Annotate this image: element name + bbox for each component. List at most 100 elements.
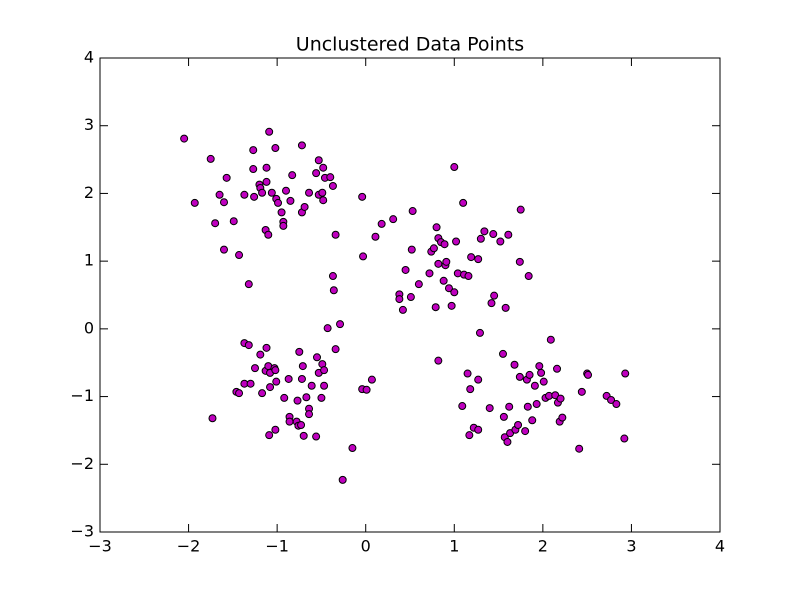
point (521, 427, 530, 436)
point (432, 223, 441, 232)
point (528, 416, 537, 425)
point (284, 374, 293, 383)
point (251, 364, 259, 373)
point (452, 237, 461, 246)
point (450, 288, 459, 297)
point (395, 295, 404, 304)
point (362, 385, 371, 394)
point (235, 251, 244, 260)
x-tick-label: 3 (626, 537, 636, 556)
point (262, 343, 271, 352)
point (377, 219, 386, 228)
point (329, 286, 338, 295)
point (323, 324, 332, 333)
point (489, 230, 498, 239)
point (297, 141, 306, 150)
point (288, 171, 297, 180)
point (525, 370, 534, 379)
point (206, 154, 215, 163)
y-tick-label: 3 (84, 115, 94, 134)
point (262, 163, 271, 172)
point (222, 173, 231, 182)
point (371, 232, 380, 241)
point (190, 198, 199, 207)
point (514, 421, 523, 430)
point (465, 431, 474, 440)
point (320, 366, 329, 375)
point (408, 207, 417, 216)
point (439, 276, 448, 285)
point (229, 217, 238, 226)
point (553, 364, 562, 373)
point (501, 303, 510, 312)
point (328, 272, 337, 281)
point (319, 196, 328, 205)
point (532, 400, 541, 409)
point (215, 190, 224, 199)
point (429, 244, 438, 253)
point (476, 234, 485, 243)
y-tick-label: 2 (84, 183, 94, 202)
y-tick-label: −2 (70, 454, 94, 473)
point (458, 402, 467, 411)
point (317, 393, 326, 402)
point (425, 269, 434, 278)
point (575, 444, 584, 453)
point (516, 205, 525, 214)
point (271, 144, 280, 153)
point (524, 272, 533, 281)
point (505, 402, 514, 411)
point (285, 417, 294, 426)
point (305, 188, 314, 197)
point (515, 257, 524, 266)
point (314, 156, 323, 165)
point (475, 328, 484, 337)
point (302, 393, 311, 402)
point (280, 393, 289, 402)
point (407, 245, 416, 254)
point (295, 347, 304, 356)
point (318, 188, 327, 197)
plot-frame (99, 57, 721, 533)
point (442, 257, 451, 266)
point (503, 437, 512, 446)
x-tick-label: −3 (88, 537, 112, 556)
point (256, 350, 265, 359)
point (249, 165, 258, 174)
point (434, 356, 443, 365)
point (307, 381, 316, 390)
y-tick-label: 4 (84, 48, 94, 67)
point (431, 303, 440, 312)
point (299, 431, 308, 440)
point (466, 385, 475, 394)
point (530, 381, 539, 390)
point (348, 444, 357, 453)
point (556, 394, 565, 403)
point (271, 425, 280, 434)
chart-title: Unclustered Data Points (296, 34, 524, 56)
point (490, 291, 499, 300)
point (358, 192, 367, 201)
point (305, 410, 314, 419)
point (265, 127, 274, 136)
point (450, 163, 459, 172)
y-tick-label: 1 (84, 251, 94, 270)
point (401, 265, 410, 274)
point (487, 299, 496, 308)
point (359, 252, 368, 261)
x-tick-label: 2 (538, 537, 548, 556)
point (398, 305, 407, 314)
point (474, 375, 483, 384)
point (336, 320, 345, 329)
point (235, 389, 244, 398)
point (180, 134, 189, 143)
point (272, 377, 281, 386)
point (211, 219, 220, 228)
point (262, 177, 271, 186)
point (389, 215, 398, 224)
point (459, 198, 468, 207)
point (250, 192, 259, 201)
point (577, 387, 586, 396)
point (612, 400, 621, 409)
